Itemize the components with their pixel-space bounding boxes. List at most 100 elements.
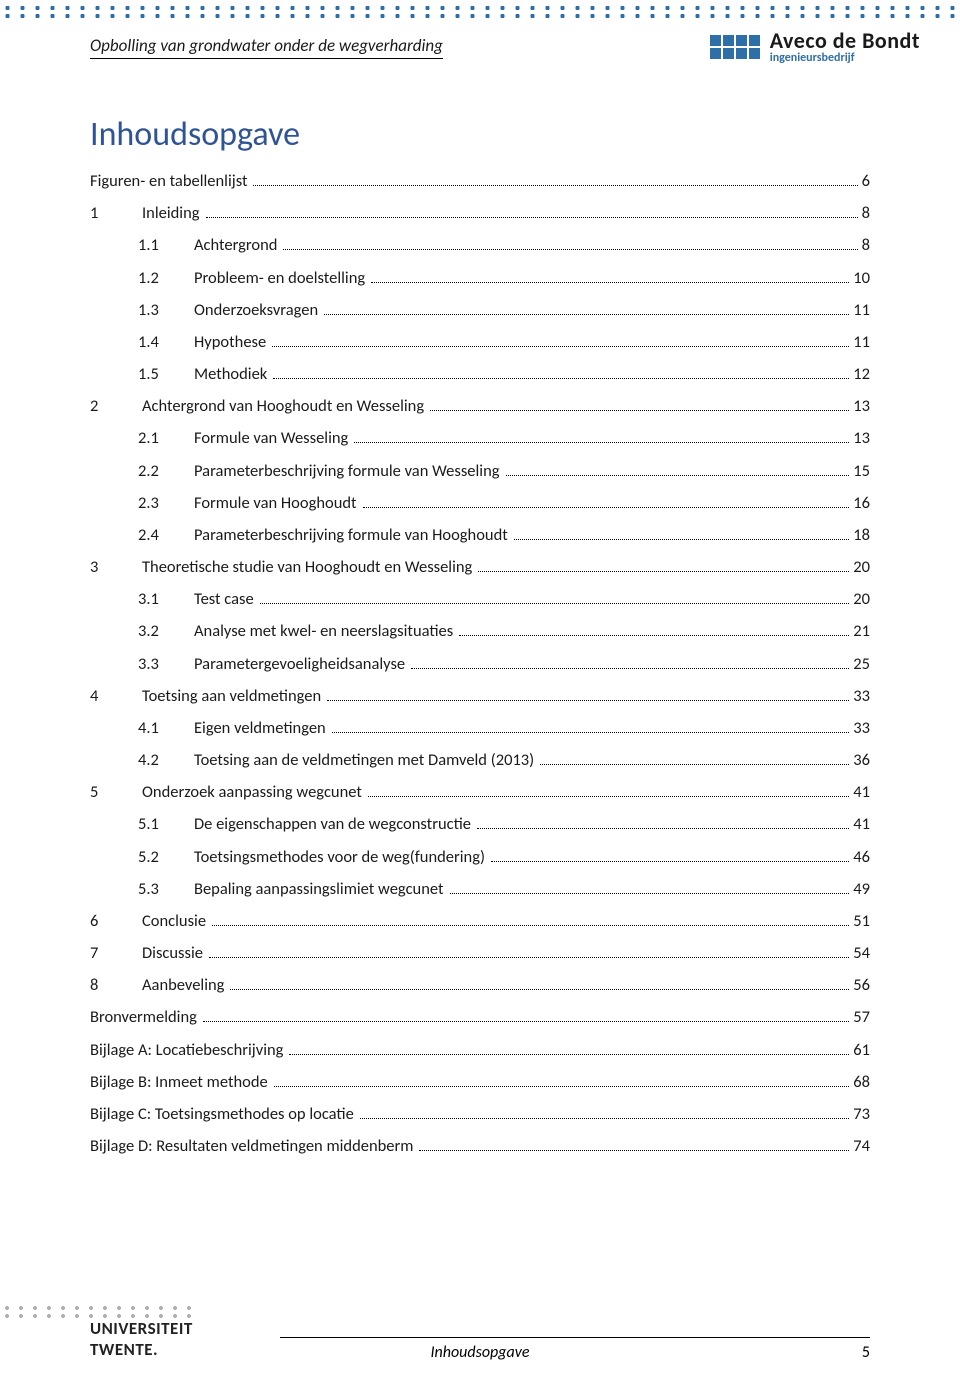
toc-entry[interactable]: Bijlage B: Inmeet methode68: [90, 1066, 870, 1098]
toc-entry-number: 6: [90, 905, 118, 937]
toc-dot-leader: [506, 475, 850, 476]
toc-dot-leader: [371, 282, 849, 283]
toc-entry-label: Onderzoeksvragen: [194, 294, 318, 326]
document-title: Opbolling van grondwater onder de wegver…: [90, 35, 443, 59]
toc-dot-leader: [430, 410, 849, 411]
toc-entry-page: 16: [853, 487, 870, 519]
toc-entry[interactable]: 4.1Eigen veldmetingen33: [90, 712, 870, 744]
toc-entry[interactable]: 3.3Parametergevoeligheidsanalyse25: [90, 648, 870, 680]
company-name: Aveco de Bondt: [770, 30, 920, 52]
toc-entry-page: 51: [853, 905, 870, 937]
toc-dot-leader: [206, 217, 858, 218]
toc-entry-label: Achtergrond van Hooghoudt en Wesseling: [142, 390, 424, 422]
toc-entry-label: Toetsingsmethodes voor de weg(fundering): [194, 841, 485, 873]
toc-entry[interactable]: 2.1Formule van Wesseling13: [90, 422, 870, 454]
toc-entry[interactable]: Bronvermelding57: [90, 1001, 870, 1033]
footer-page-number: 5: [862, 1343, 870, 1362]
toc-entry-page: 68: [853, 1066, 870, 1098]
company-subtitle: ingenieursbedrijf: [770, 52, 920, 64]
toc-entry[interactable]: 2.2Parameterbeschrijving formule van Wes…: [90, 455, 870, 487]
toc-entry-number: 5.2: [138, 841, 178, 873]
toc-dot-leader: [514, 539, 849, 540]
toc-entry-number: 3: [90, 551, 118, 583]
toc-entry-label: Eigen veldmetingen: [194, 712, 326, 744]
toc-dot-leader: [368, 796, 849, 797]
toc-entry-number: 2.2: [138, 455, 178, 487]
toc-entry-label: Hypothese: [194, 326, 266, 358]
toc-entry-number: 2.1: [138, 422, 178, 454]
toc-dot-leader: [354, 442, 849, 443]
toc-entry-page: 46: [853, 841, 870, 873]
toc-entry[interactable]: 1Inleiding8: [90, 197, 870, 229]
toc-entry-page: 56: [853, 969, 870, 1001]
toc-heading: Inhoudsopgave: [90, 114, 870, 155]
toc-entry[interactable]: 3.1 Test case 20: [90, 583, 870, 615]
toc-entry[interactable]: 8Aanbeveling56: [90, 969, 870, 1001]
toc-entry-label: Bijlage D: Resultaten veldmetingen midde…: [90, 1130, 413, 1162]
toc-entry[interactable]: 1.3Onderzoeksvragen11: [90, 294, 870, 326]
toc-entry-number: 1.2: [138, 262, 178, 294]
toc-dot-leader: [477, 828, 849, 829]
toc-entry-label: Test case: [194, 583, 254, 615]
toc-entry[interactable]: 2.3Formule van Hooghoudt16: [90, 487, 870, 519]
toc-entry-number: 5.1: [138, 808, 178, 840]
toc-entry[interactable]: Bijlage A: Locatiebeschrijving61: [90, 1034, 870, 1066]
toc-entry[interactable]: 4.2Toetsing aan de veldmetingen met Damv…: [90, 744, 870, 776]
toc-entry-number: 7: [90, 937, 118, 969]
toc-entry[interactable]: 1.1Achtergrond8: [90, 229, 870, 261]
toc-entry-page: 20: [853, 551, 870, 583]
toc-entry[interactable]: Figuren- en tabellenlijst6: [90, 165, 870, 197]
toc-entry[interactable]: 5.3Bepaling aanpassingslimiet wegcunet49: [90, 873, 870, 905]
toc-entry-label: Theoretische studie van Hooghoudt en Wes…: [142, 551, 472, 583]
toc-entry-number: 3.1: [138, 583, 178, 615]
toc-dot-leader: [363, 507, 850, 508]
toc-entry[interactable]: 4Toetsing aan veldmetingen33: [90, 680, 870, 712]
toc-entry-label: Toetsing aan de veldmetingen met Damveld…: [194, 744, 534, 776]
toc-entry[interactable]: Bijlage C: Toetsingsmethodes op locatie 7…: [90, 1098, 870, 1130]
toc-entry-number: 2.4: [138, 519, 178, 551]
toc-dot-leader: [274, 1086, 850, 1087]
toc-entry-page: 8: [862, 229, 870, 261]
toc-entry-label: Bijlage C: Toetsingsmethodes op locatie: [90, 1098, 354, 1130]
toc-entry-number: 1.5: [138, 358, 178, 390]
toc-entry-page: 57: [853, 1001, 870, 1033]
toc-entry-label: Onderzoek aanpassing wegcunet: [142, 776, 362, 808]
toc-entry-label: Inleiding: [142, 197, 200, 229]
toc-entry[interactable]: 7Discussie54: [90, 937, 870, 969]
toc-dot-leader: [289, 1054, 849, 1055]
toc-entry-page: 73: [853, 1098, 870, 1130]
toc-entry-page: 33: [853, 712, 870, 744]
toc-entry-page: 6: [862, 165, 870, 197]
toc-entry[interactable]: 6 Conclusie 51: [90, 905, 870, 937]
toc-entry[interactable]: 1.4Hypothese11: [90, 326, 870, 358]
toc-entry[interactable]: 1.2Probleem- en doelstelling10: [90, 262, 870, 294]
toc-entry[interactable]: 5.2 Toetsingsmethodes voor de weg(funderi…: [90, 841, 870, 873]
toc-list: Figuren- en tabellenlijst61Inleiding81.1…: [90, 165, 870, 1162]
toc-entry[interactable]: 2.4Parameterbeschrijving formule van Hoo…: [90, 519, 870, 551]
toc-entry-label: Bepaling aanpassingslimiet wegcunet: [194, 873, 444, 905]
toc-entry[interactable]: 2Achtergrond van Hooghoudt en Wesseling1…: [90, 390, 870, 422]
footer-section-name: Inhoudsopgave: [0, 1343, 960, 1362]
toc-entry-label: Achtergrond: [194, 229, 277, 261]
toc-entry-page: 20: [853, 583, 870, 615]
toc-entry-page: 10: [853, 262, 870, 294]
toc-dot-leader: [203, 1021, 849, 1022]
toc-dot-leader: [491, 861, 849, 862]
footer-rule: [280, 1337, 870, 1338]
toc-entry-page: 21: [853, 615, 870, 647]
toc-entry[interactable]: 5.1De eigenschappen van de wegconstructi…: [90, 808, 870, 840]
toc-entry-label: Conclusie: [142, 905, 206, 937]
toc-entry-page: 11: [853, 294, 870, 326]
toc-entry[interactable]: 3.2Analyse met kwel- en neerslagsituatie…: [90, 615, 870, 647]
toc-entry-page: 12: [853, 358, 870, 390]
toc-entry[interactable]: 1.5Methodiek12: [90, 358, 870, 390]
header: Opbolling van grondwater onder de wegver…: [0, 24, 960, 64]
toc-entry[interactable]: Bijlage D: Resultaten veldmetingen midde…: [90, 1130, 870, 1162]
toc-dot-leader: [283, 249, 857, 250]
logo-squares-icon: [710, 35, 760, 59]
toc-entry[interactable]: 5Onderzoek aanpassing wegcunet41: [90, 776, 870, 808]
toc-entry[interactable]: 3 Theoretische studie van Hooghoudt en We…: [90, 551, 870, 583]
toc-entry-label: Formule van Wesseling: [194, 422, 348, 454]
toc-dot-leader: [209, 957, 849, 958]
toc-entry-label: Discussie: [142, 937, 203, 969]
